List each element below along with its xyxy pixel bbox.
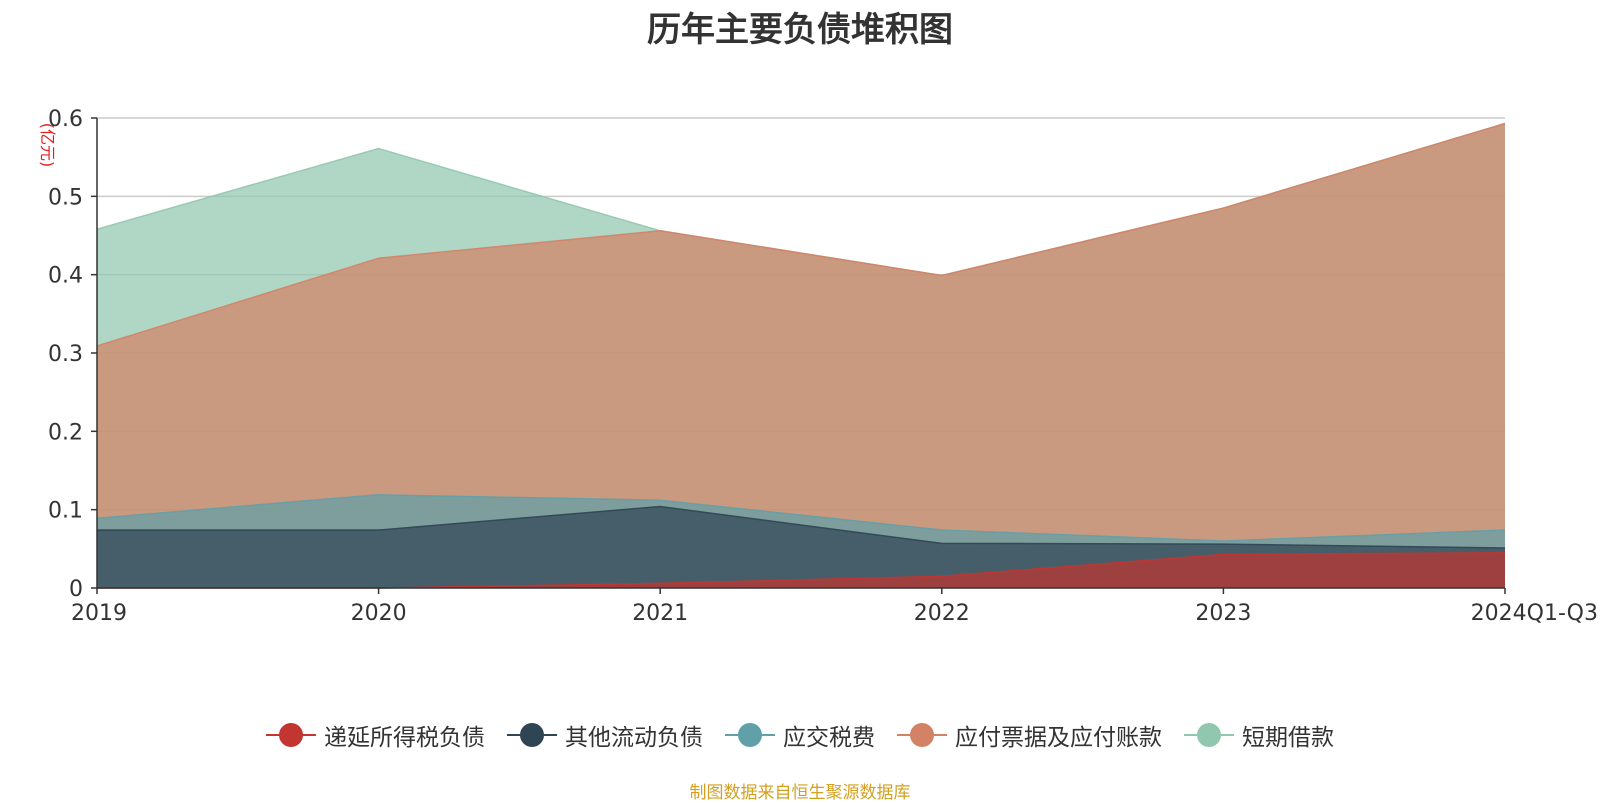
legend-marker-icon — [725, 723, 775, 747]
legend-item-deferred-tax[interactable]: 递延所得税负债 — [266, 718, 485, 752]
area-递延所得税负债 — [97, 552, 1505, 588]
y-tick-label: 0.4 — [48, 264, 83, 289]
legend-label: 应付票据及应付账款 — [955, 725, 1162, 751]
legend-dot — [279, 723, 303, 747]
x-tick-label: 2019 — [71, 601, 127, 626]
legend-dot — [738, 723, 762, 747]
legend-label: 应交税费 — [783, 725, 875, 751]
x-tick-label: 2022 — [914, 601, 970, 626]
line-应交税费 — [96, 494, 1506, 542]
legend-dot — [1197, 723, 1221, 747]
y-tick-label: 0 — [69, 577, 83, 602]
legend-label: 其他流动负债 — [565, 725, 703, 751]
line-应付票据及应付账款 — [96, 122, 1506, 347]
legend-dot — [910, 723, 934, 747]
source-note: 制图数据来自恒生聚源数据库 — [689, 783, 911, 803]
legend-item-taxes-payable[interactable]: 应交税费 — [725, 718, 875, 752]
line-其他流动负债 — [97, 505, 1506, 549]
y-unit-label: (亿元) — [38, 123, 57, 168]
legend: 递延所得税负债 其他流动负债 应交税费 应付票据及应付账款 短期借款 — [0, 718, 1600, 752]
axes: 0 0.1 0.2 0.3 0.4 0.5 0.6 2019 2020 2021 2022 2023 2… — [48, 107, 1598, 626]
legend-marker-icon — [266, 723, 316, 747]
legend-item-short-term-loans[interactable]: 短期借款 — [1184, 718, 1334, 752]
legend-label: 递延所得税负债 — [324, 725, 485, 751]
chart-title: 历年主要负债堆积图 — [647, 10, 953, 50]
y-tick-label: 0.5 — [48, 185, 83, 210]
legend-item-accounts-payable[interactable]: 应付票据及应付账款 — [897, 718, 1162, 752]
chart-canvas: 0 0.1 0.2 0.3 0.4 0.5 0.6 2019 2020 2021 2022 2023 2… — [38, 107, 1598, 626]
y-tick-label: 0.6 — [48, 107, 83, 132]
x-tick-label: 2021 — [632, 601, 688, 626]
legend-dot — [520, 723, 544, 747]
y-tick-label: 0.2 — [48, 420, 83, 445]
legend-label: 短期借款 — [1242, 725, 1334, 751]
y-tick-label: 0.1 — [48, 499, 83, 524]
y-tick-label: 0.3 — [48, 342, 83, 367]
legend-item-other-current[interactable]: 其他流动负债 — [507, 718, 703, 752]
series-areas — [96, 122, 1506, 589]
legend-marker-icon — [1184, 723, 1234, 747]
x-tick-label: 2023 — [1195, 601, 1251, 626]
area-应付票据及应付账款 — [97, 123, 1505, 588]
legend-marker-icon — [507, 723, 557, 747]
x-tick-label: 2024Q1-Q3 — [1471, 601, 1598, 626]
x-tick-label: 2020 — [351, 601, 407, 626]
legend-marker-icon — [897, 723, 947, 747]
